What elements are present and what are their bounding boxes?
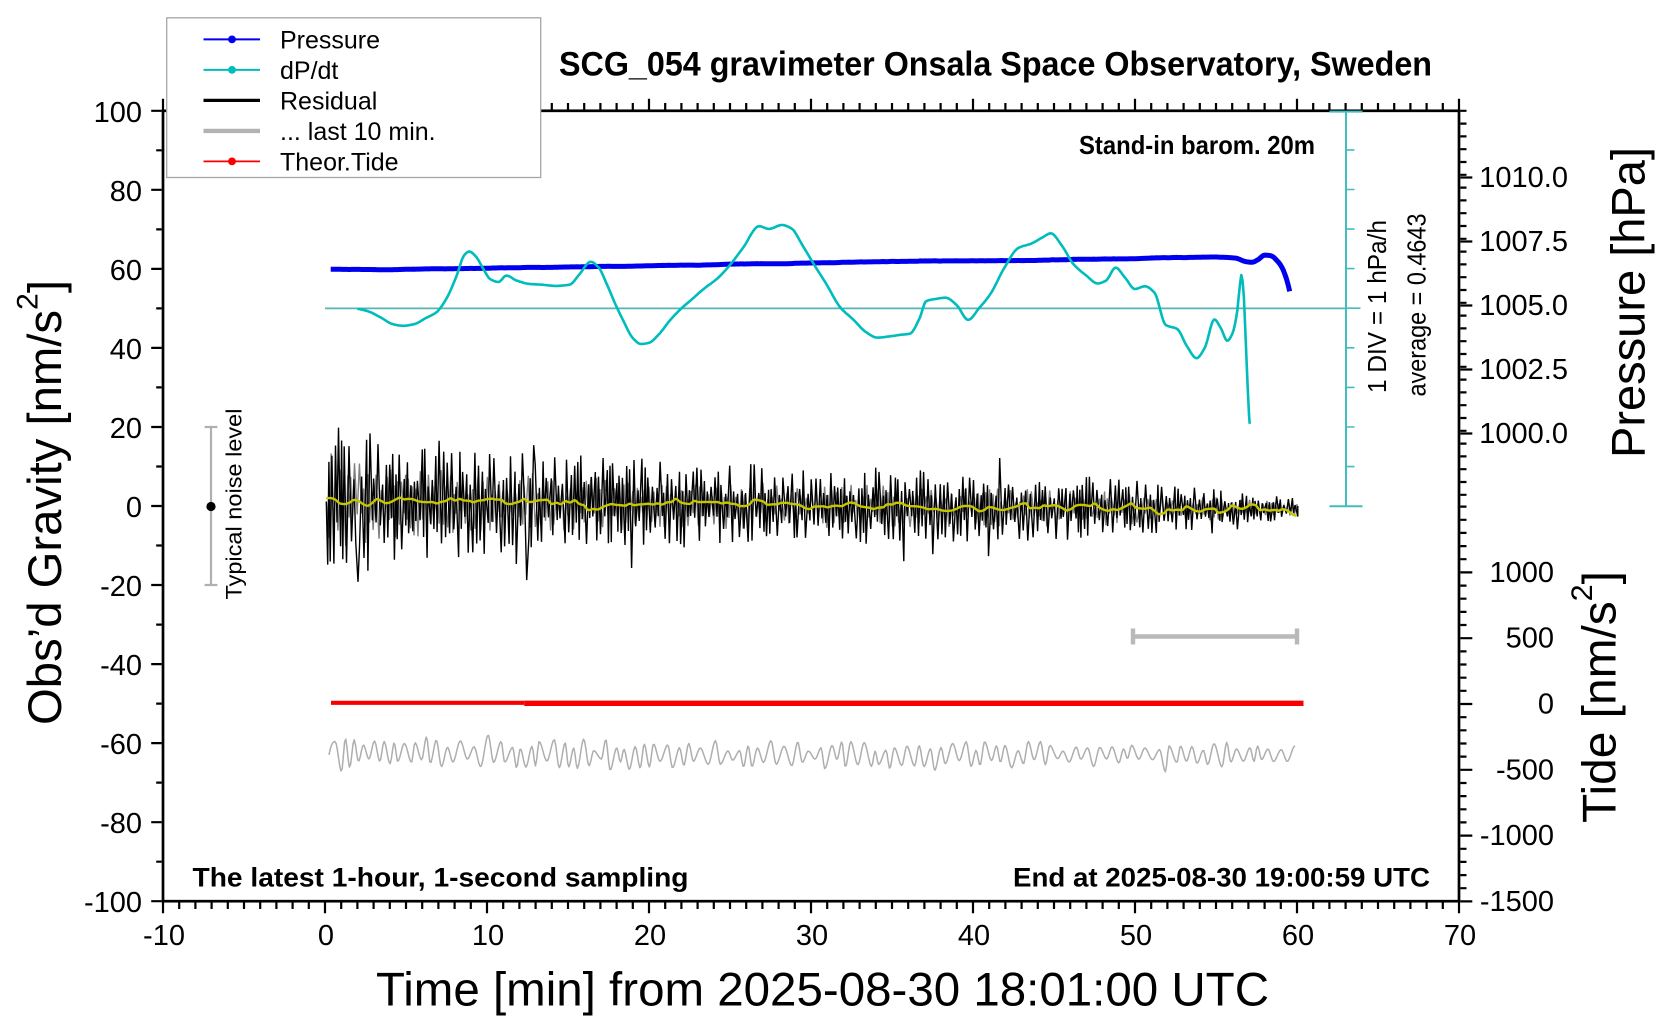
- svg-text:1005.0: 1005.0: [1479, 290, 1568, 322]
- svg-text:1000: 1000: [1489, 557, 1554, 589]
- svg-text:-60: -60: [100, 729, 142, 761]
- svg-text:1000.0: 1000.0: [1479, 418, 1568, 450]
- svg-text:average = 0.4643: average = 0.4643: [1402, 214, 1432, 397]
- svg-text:60: 60: [1282, 920, 1314, 952]
- svg-text:1 DIV = 1 hPa/h: 1 DIV = 1 hPa/h: [1362, 220, 1392, 393]
- svg-text:100: 100: [94, 97, 142, 129]
- svg-text:60: 60: [110, 255, 142, 287]
- svg-text:Stand-in barom. 20m: Stand-in barom. 20m: [1079, 130, 1315, 160]
- svg-text:1007.5: 1007.5: [1479, 226, 1568, 258]
- svg-text:70: 70: [1444, 920, 1476, 952]
- svg-text:Pressure [hPa]: Pressure [hPa]: [1602, 147, 1655, 458]
- svg-text:-100: -100: [84, 887, 142, 919]
- svg-text:-10: -10: [143, 920, 185, 952]
- svg-text:-80: -80: [100, 808, 142, 840]
- svg-text:Typical noise level: Typical noise level: [222, 409, 247, 600]
- svg-text:30: 30: [796, 920, 828, 952]
- svg-text:0: 0: [1538, 689, 1554, 721]
- svg-text:dP/dt: dP/dt: [280, 57, 338, 85]
- svg-text:40: 40: [958, 920, 990, 952]
- svg-text:Theor.Tide: Theor.Tide: [280, 148, 399, 176]
- svg-text:-1000: -1000: [1480, 820, 1554, 852]
- svg-text:Time [min] from 2025-08-30 18:: Time [min] from 2025-08-30 18:01:00 UTC: [376, 962, 1269, 1015]
- svg-text:20: 20: [110, 413, 142, 445]
- svg-text:20: 20: [634, 920, 666, 952]
- svg-text:-40: -40: [100, 650, 142, 682]
- svg-text:50: 50: [1120, 920, 1152, 952]
- svg-text:0: 0: [318, 920, 334, 952]
- svg-text:40: 40: [110, 334, 142, 366]
- svg-text:-1500: -1500: [1480, 886, 1554, 918]
- svg-text:Pressure: Pressure: [280, 26, 380, 54]
- svg-text:1010.0: 1010.0: [1479, 162, 1568, 194]
- svg-text:... last 10 min.: ... last 10 min.: [280, 118, 436, 146]
- svg-text:1002.5: 1002.5: [1479, 354, 1568, 386]
- svg-text:-20: -20: [100, 571, 142, 603]
- svg-text:-500: -500: [1496, 754, 1554, 786]
- svg-text:0: 0: [126, 492, 142, 524]
- svg-text:10: 10: [472, 920, 504, 952]
- svg-text:80: 80: [110, 176, 142, 208]
- svg-text:Residual: Residual: [280, 87, 377, 115]
- svg-text:End at 2025-08-30 19:00:59 UTC: End at 2025-08-30 19:00:59 UTC: [1013, 863, 1430, 893]
- svg-text:The latest 1-hour, 1-second sa: The latest 1-hour, 1-second sampling: [193, 863, 689, 893]
- svg-text:Tide [nm/s2]: Tide [nm/s2]: [1566, 571, 1626, 823]
- svg-text:SCG_054 gravimeter Onsala Spac: SCG_054 gravimeter Onsala Space Observat…: [559, 46, 1432, 84]
- svg-text:Obs’d Gravity [nm/s2]: Obs’d Gravity [nm/s2]: [11, 280, 71, 725]
- svg-text:500: 500: [1506, 623, 1554, 655]
